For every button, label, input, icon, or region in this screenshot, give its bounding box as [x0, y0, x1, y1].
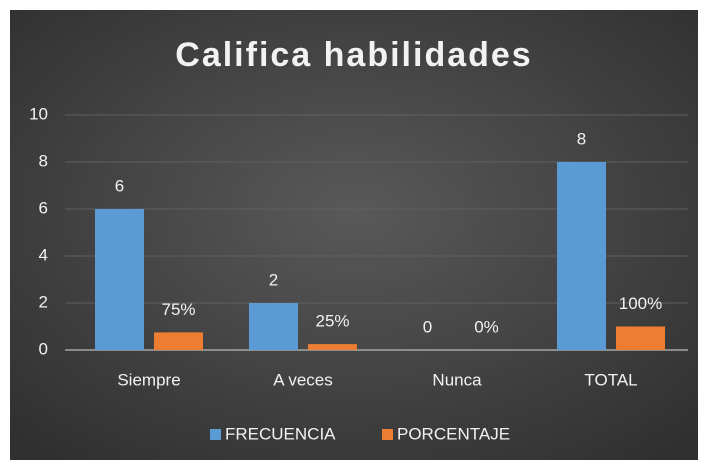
bar [616, 326, 665, 350]
x-tick-label: TOTAL [584, 370, 637, 389]
data-label: 6 [115, 176, 124, 195]
data-label: 0 [423, 317, 432, 336]
data-label: 0% [474, 317, 499, 336]
legend-label: PORCENTAJE [397, 424, 510, 443]
y-tick-label: 8 [39, 151, 48, 170]
data-label: 100% [619, 294, 662, 313]
y-tick-label: 10 [29, 104, 48, 123]
x-tick-label: Nunca [432, 370, 482, 389]
y-tick-label: 0 [39, 339, 48, 358]
bar [557, 162, 606, 350]
bar [249, 303, 298, 350]
data-label: 2 [269, 270, 278, 289]
data-label: 75% [161, 300, 195, 319]
x-tick-label: Siempre [117, 370, 180, 389]
bar [154, 332, 203, 350]
chart-title: Califica habilidades [175, 36, 532, 74]
bar [95, 209, 144, 350]
legend-label: FRECUENCIA [225, 424, 336, 443]
legend-swatch [382, 429, 393, 440]
data-label: 8 [577, 129, 586, 148]
legend-swatch [210, 429, 221, 440]
data-label: 25% [315, 312, 349, 331]
y-tick-label: 2 [39, 292, 48, 311]
y-tick-label: 6 [39, 198, 48, 217]
x-tick-label: A veces [273, 370, 333, 389]
bar [308, 344, 357, 350]
y-tick-label: 4 [39, 245, 48, 264]
